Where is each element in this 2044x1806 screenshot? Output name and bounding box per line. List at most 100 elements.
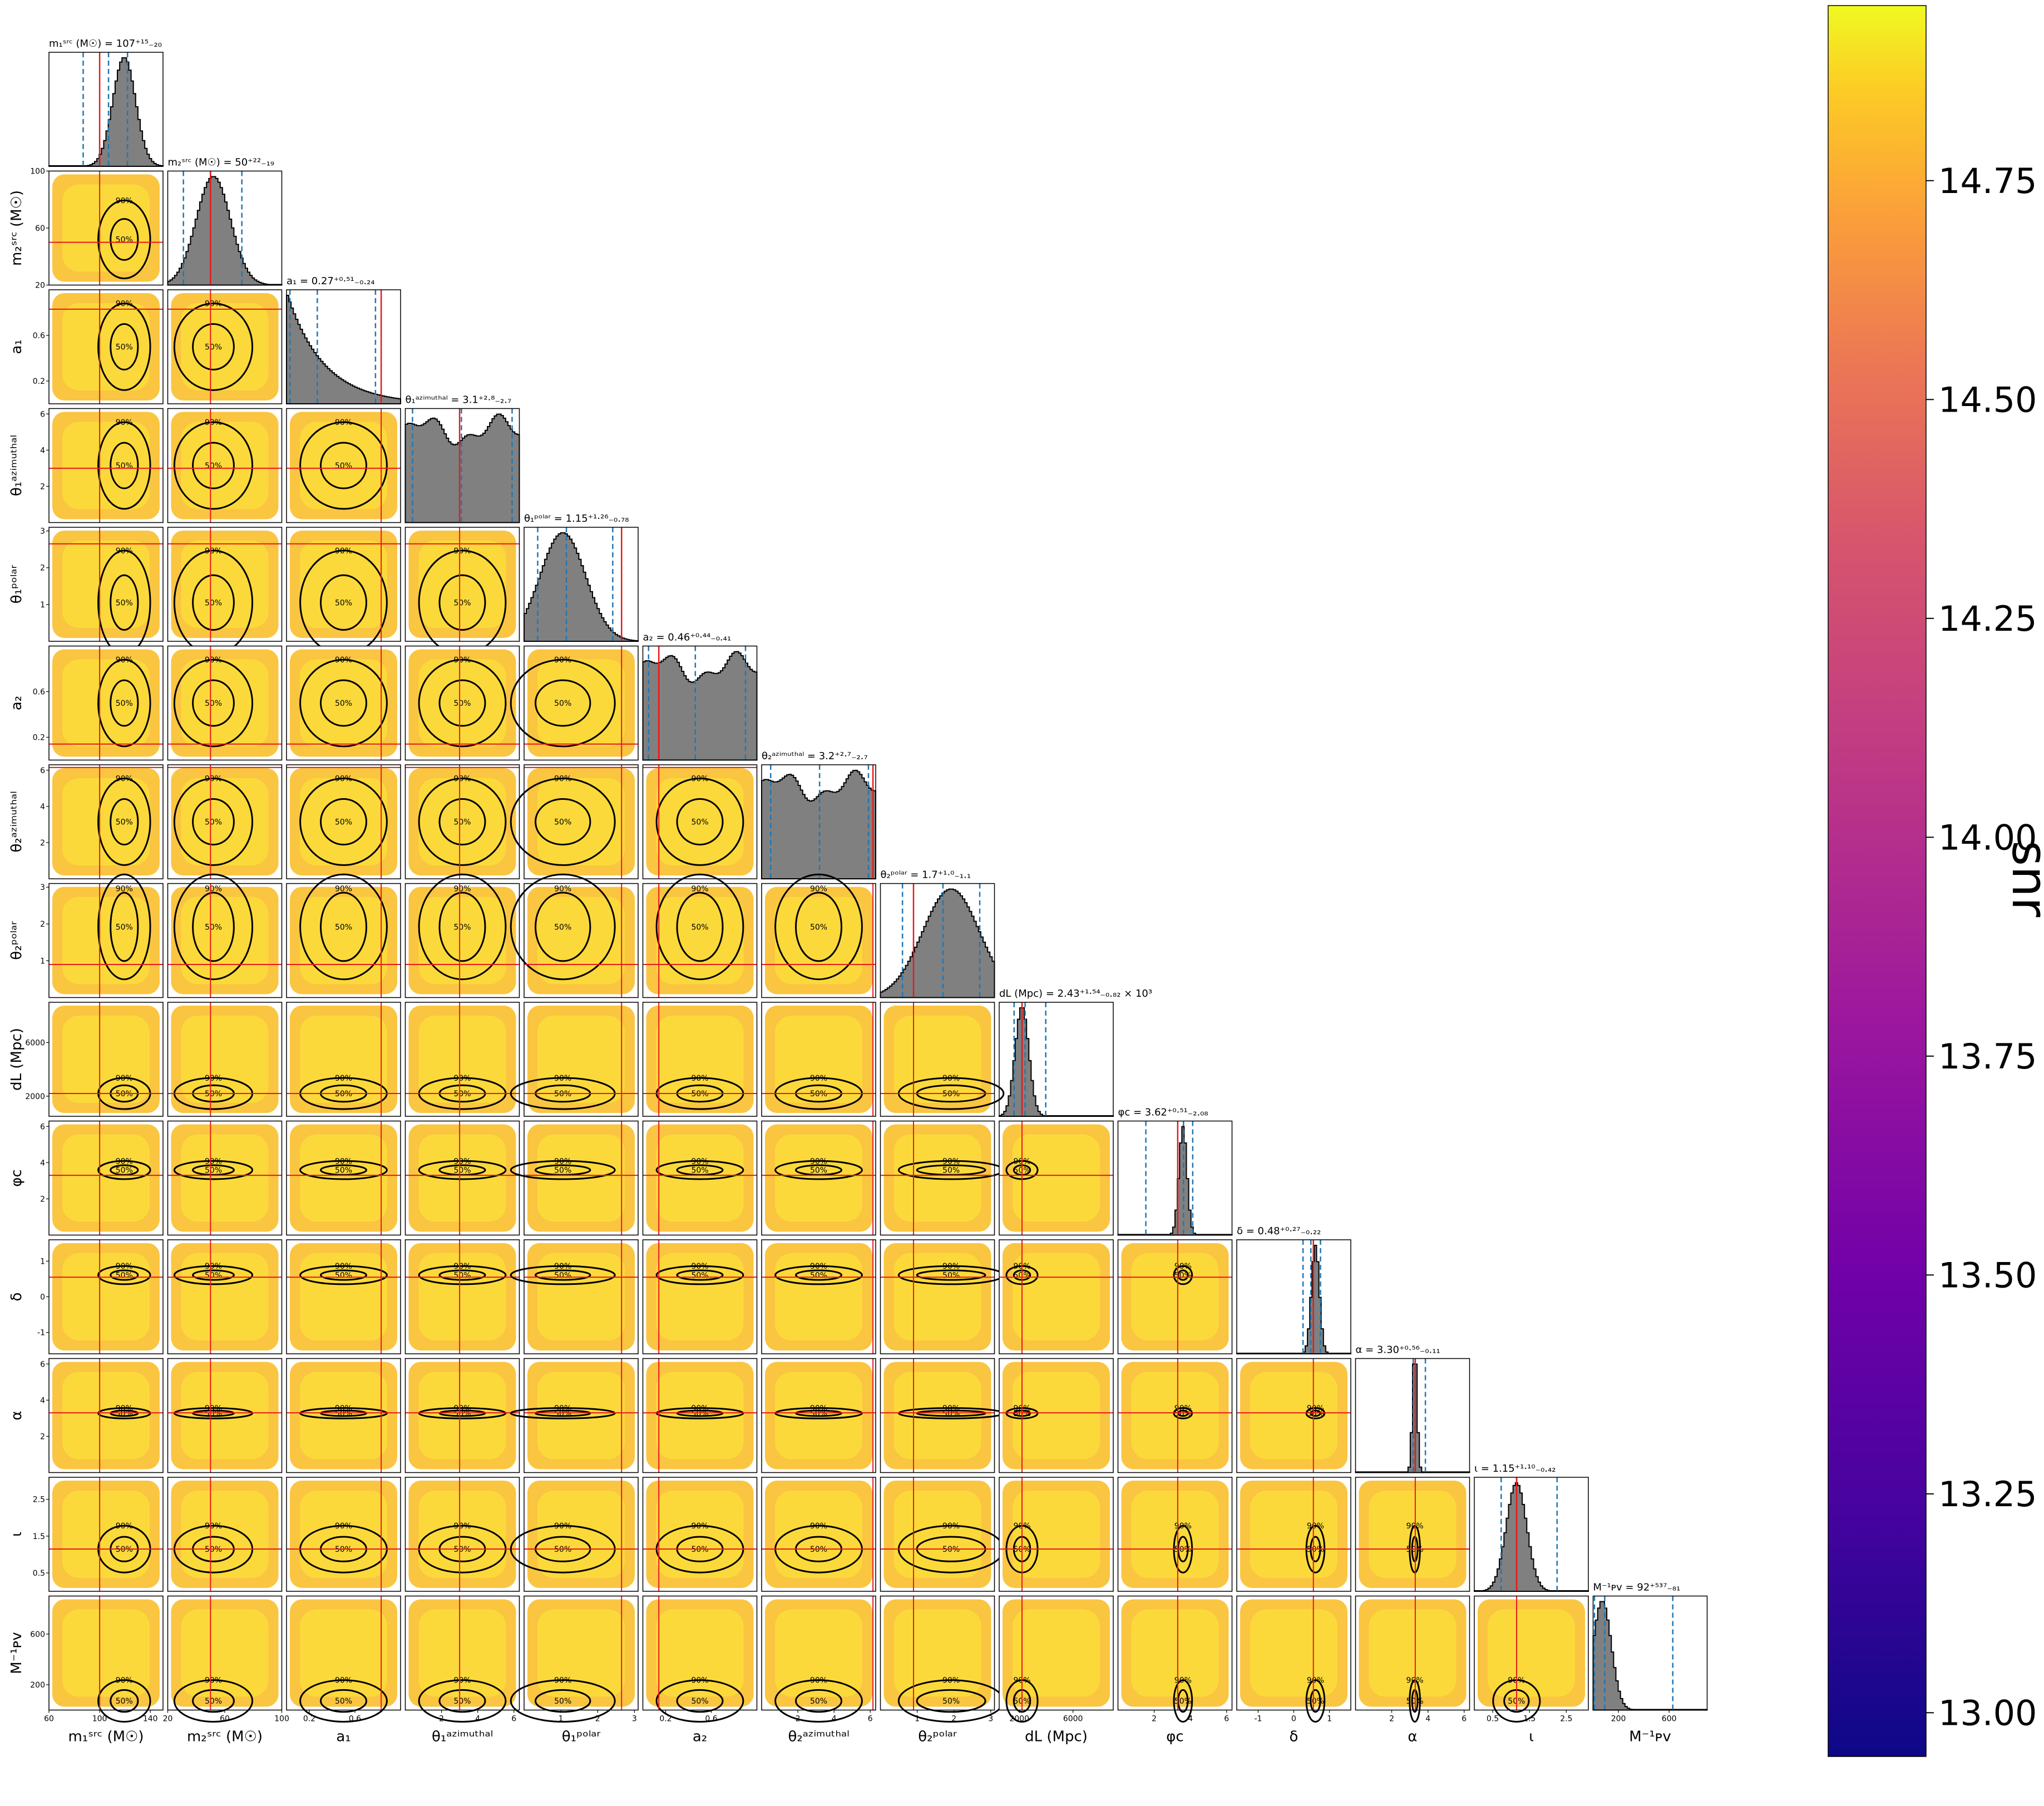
x-tick-label: 4	[475, 1715, 480, 1724]
density-core	[1013, 1491, 1100, 1578]
contour-50	[192, 1269, 235, 1281]
panel-frame	[48, 289, 164, 404]
panel-theta2-az-vs-alpha: 90%50%	[761, 1358, 876, 1473]
panel-frame	[642, 645, 758, 761]
panel-frame	[286, 645, 401, 761]
y-axis-label: θ₁ᵖᵒˡᵃʳ	[8, 565, 25, 604]
contour-label-90: 90%	[453, 1262, 471, 1271]
colorbar-tick-label: 13.25	[1938, 1474, 2037, 1515]
panel-frame	[404, 645, 520, 761]
panel-frame	[761, 883, 876, 998]
density-core	[537, 897, 625, 984]
contour-label-50: 50%	[116, 598, 133, 607]
colorbar-tick-label: 14.00	[1938, 817, 2037, 858]
panel-m1-src-vs-iota: 90% 50%	[48, 1477, 164, 1592]
panel-m2-src-vs-theta2-az: 90% 50%	[167, 764, 283, 879]
contour-label-90: 90%	[942, 1522, 960, 1531]
panel-a1-vs-theta1-az: 90% 50%	[286, 408, 401, 523]
panel-alpha-vs-iota: 90%50%	[1355, 1477, 1470, 1592]
x-tick-label: 100	[274, 1715, 289, 1724]
panel-frame	[48, 1120, 164, 1236]
y-axis-label: φc	[8, 1169, 25, 1186]
contour-label-90: 90%	[453, 547, 471, 556]
density-core	[181, 897, 269, 984]
contour-label-90: 90%	[116, 1074, 133, 1083]
density-core	[1131, 1491, 1219, 1578]
x-tick-label: 0.6	[349, 1715, 361, 1724]
x-tick-label: 60	[44, 1715, 54, 1724]
panel-frame	[524, 1477, 639, 1592]
hist-panel-m1-src: m₁ˢʳᶜ (M☉) = 107⁺¹⁵₋₂₀	[48, 38, 164, 167]
panel-theta1-polar-vs-alpha: 90%50%	[510, 1358, 639, 1473]
colorbar-tick-label: 14.25	[1938, 598, 2037, 639]
density-core	[537, 1609, 625, 1697]
panel-dL-vs-iota: 90%50%	[999, 1477, 1114, 1592]
panel-frame	[642, 883, 758, 998]
panel-theta1-az-vs-theta2-az: 90% 50%	[404, 764, 520, 879]
panel-frame	[404, 764, 520, 879]
y-tick-label: 0.6	[33, 688, 45, 697]
panel-theta1-polar-vs-iota: 90% 50%	[510, 1477, 639, 1592]
panel-frame	[524, 764, 639, 879]
contour-label-50: 50%	[335, 1166, 352, 1175]
panel-theta2-polar-vs-alpha: 90%50%	[880, 1358, 1005, 1473]
contour-label-90: 90%	[335, 1404, 352, 1413]
hist-title: α = 3.30⁺⁰·⁵⁶₋₀.₁₁	[1356, 1344, 1440, 1356]
panel-frame	[642, 1239, 758, 1354]
contour-50	[438, 574, 486, 631]
contour-90	[299, 873, 388, 981]
density-core	[1013, 1253, 1100, 1340]
density-core	[418, 778, 506, 865]
contour-label-90: 90%	[335, 418, 352, 427]
contour-90	[774, 1160, 863, 1180]
panel-frame	[167, 883, 283, 998]
contour-label-90: 90%	[335, 1522, 352, 1531]
x-axis-label: α	[1408, 1729, 1417, 1745]
panel-frame	[524, 645, 639, 761]
contour-50	[110, 1689, 139, 1713]
contour-label-50: 50%	[205, 1409, 222, 1418]
contour-label-50: 50%	[335, 1271, 352, 1280]
y-tick-label: 200	[30, 1681, 45, 1690]
density-core	[893, 1609, 981, 1697]
contour-label-50: 50%	[810, 1271, 827, 1280]
contour-90	[299, 1265, 388, 1285]
colorbar-tick-label: 14.75	[1938, 161, 2037, 201]
panel-theta2-az-vs-phi-c: 90%50%	[761, 1120, 876, 1236]
y-axis-label: m₂ˢʳᶜ (M☉)	[8, 190, 25, 266]
contour-label-90: 90%	[691, 1676, 708, 1685]
contour-label-90: 90%	[942, 1676, 960, 1685]
x-tick-label: 2	[595, 1715, 600, 1724]
contour-label-90: 90%	[335, 1676, 352, 1685]
panel-m2-src-vs-alpha: 90%50%	[167, 1358, 283, 1473]
density-core	[1250, 1491, 1337, 1578]
density-core	[418, 1016, 506, 1103]
contour-label-90: 90%	[810, 1074, 827, 1083]
density-core	[775, 1609, 862, 1697]
contour-90	[299, 1160, 388, 1180]
contour-label-90: 90%	[205, 1522, 222, 1531]
panel-frame	[642, 1002, 758, 1117]
hist-title: M⁻¹ᴘᴠ = 92⁺⁵³⁷₋₈₁	[1593, 1582, 1681, 1594]
panel-frame	[286, 764, 401, 879]
y-tick-label: 600	[30, 1630, 45, 1639]
density-core	[62, 1134, 150, 1222]
hist-panel-iota: ι = 1.15⁺¹·¹⁰₋₀.₄₂	[1474, 1463, 1589, 1592]
panel-theta1-az-vs-theta1-polar: 90% 50%	[404, 527, 520, 656]
contour-label-50: 50%	[1307, 1697, 1324, 1706]
panel-frame	[880, 1477, 995, 1592]
contour-label-90: 90%	[691, 1262, 708, 1271]
contour-50	[916, 1689, 986, 1713]
panel-theta2-polar-vs-M-PV-inv: 90% 50%	[880, 1595, 1005, 1723]
contour-50	[535, 892, 591, 962]
y-tick-label: 2.5	[33, 1496, 45, 1505]
x-tick-label: 2	[796, 1715, 801, 1724]
contour-label-90: 90%	[810, 1522, 827, 1531]
x-axis-label: φc	[1166, 1729, 1183, 1745]
contour-label-90: 90%	[1174, 1522, 1192, 1531]
contour-label-50: 50%	[691, 818, 708, 827]
contour-label-50: 50%	[1174, 1697, 1192, 1706]
x-tick-label: 2	[1389, 1715, 1394, 1724]
density-core	[181, 541, 269, 628]
panel-dL-vs-alpha: 90%50%	[999, 1358, 1114, 1473]
